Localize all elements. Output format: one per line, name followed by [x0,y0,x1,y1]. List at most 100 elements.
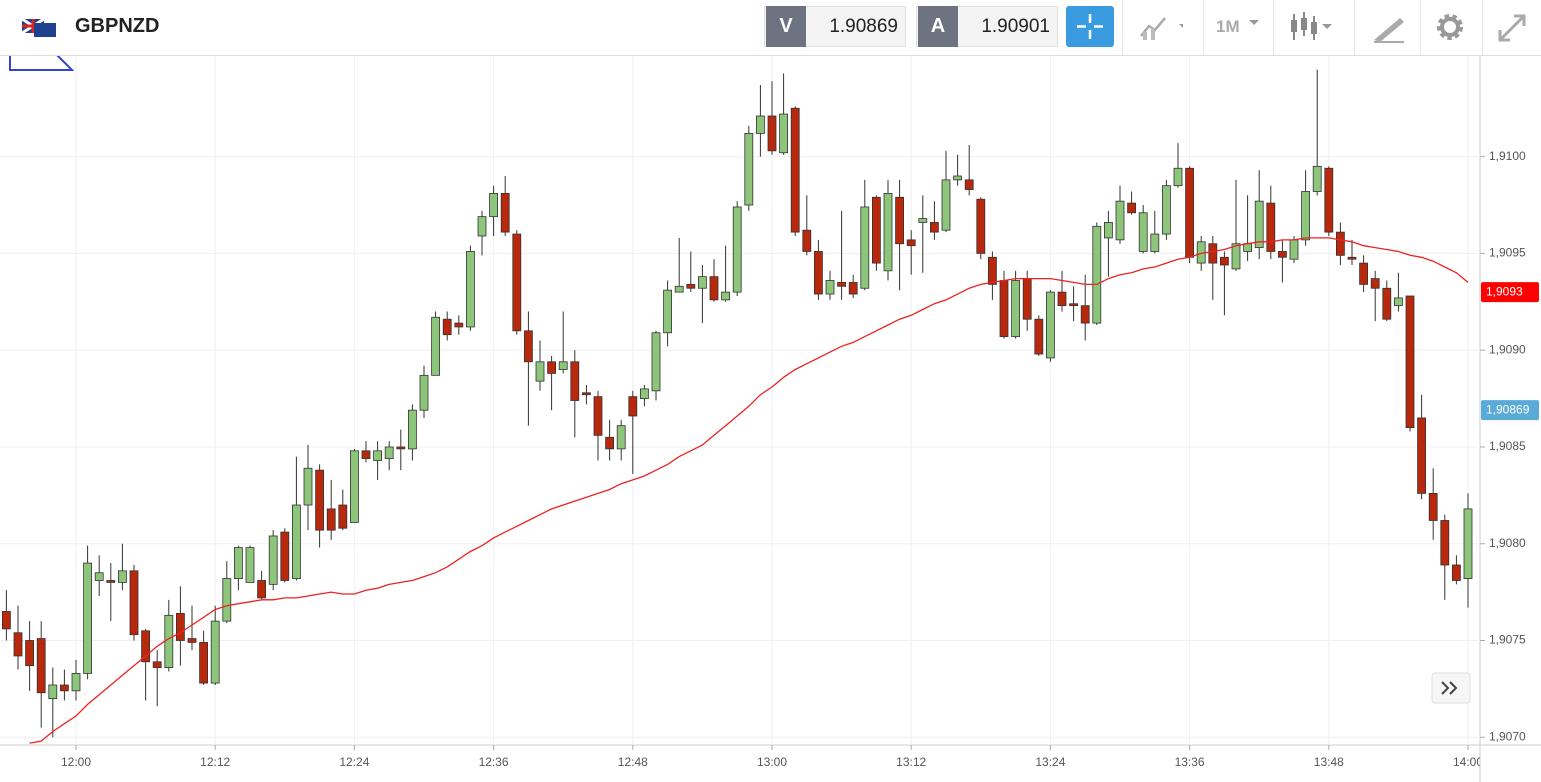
candle-body [349,450,359,523]
candle-body [1394,297,1403,307]
candle-body [1069,303,1078,307]
y-tick-label: 1,9080 [1489,536,1526,550]
candle-body [779,113,788,154]
candle-body [36,638,46,694]
separator [1122,0,1123,55]
symbol: GBPNZD [75,15,160,37]
x-tick-label: 12:24 [339,755,369,769]
candle-body [547,361,556,374]
candle-body [1301,191,1310,241]
candle-body [883,193,893,272]
candle-body [1208,243,1218,264]
candle-body [802,229,812,252]
candle-body [2,611,11,630]
bid-price: 1.90869 [829,16,898,37]
ma-price-tag-label: 1,9093 [1486,284,1523,298]
candle-body [524,330,533,363]
separator [1203,0,1204,55]
last-price-tag [1481,400,1539,421]
candle-body [848,282,858,295]
separator [1482,0,1483,55]
candle-body [1220,256,1229,266]
x-tick-label: 13:48 [1314,755,1344,769]
candle-body [732,206,742,293]
candle-body [303,467,313,506]
dropdown-arrow [1249,20,1259,25]
x-tick-label: 12:12 [200,755,230,769]
candle-body [407,409,417,450]
y-tick-label: 1,9075 [1489,633,1526,647]
ask-label: A [918,6,958,47]
candle-body [118,570,127,583]
scroll-button[interactable] [1431,672,1471,704]
candle-body [1463,508,1473,579]
candle-body [558,361,568,370]
separator [1420,0,1421,55]
candle-body [744,133,754,206]
candle-body [1162,185,1171,235]
candle-body [152,661,162,668]
candle-body [141,630,151,663]
candle-body [988,256,997,285]
candle-body [930,222,939,233]
candle-body [512,233,522,332]
indicator-button[interactable] [1135,6,1183,47]
separator [1273,0,1274,55]
candle-body [338,504,348,529]
chart-type-button[interactable] [1288,6,1336,47]
crosshair-button[interactable] [1066,6,1114,47]
candle-body [164,614,174,668]
candle-body [1057,291,1067,307]
candle-body [1080,305,1090,324]
candle-body [1138,212,1148,252]
candle-body [280,531,290,581]
candle-body [94,572,104,581]
candle-body [1127,202,1136,214]
candle-body [60,684,69,692]
candle-body [837,282,846,287]
grid [0,56,1480,745]
x-tick-label: 13:36 [1175,755,1205,769]
ma-price-tag [1481,282,1539,303]
fullscreen-button[interactable] [1494,6,1541,47]
candle-body [1370,278,1380,289]
candle-body [210,620,220,684]
candle-body [651,332,661,392]
candle-body [500,193,510,233]
last-price-tag-label: 1,90869 [1486,402,1530,416]
candle-body [373,450,383,461]
candle-body [199,642,209,684]
settings-button[interactable] [1432,6,1480,47]
candle-body [268,535,278,585]
x-tick-label: 13:00 [757,755,787,769]
candle-body [860,206,870,289]
candle-body [326,508,336,531]
ask-price: 1.90901 [981,16,1050,37]
candle-body [1046,291,1055,359]
candle-body [686,283,696,289]
bid-label: V [766,6,806,47]
candle-body [1185,167,1194,258]
candle-body [721,291,730,301]
candle-body [1405,295,1415,428]
x-tick-label: 13:12 [896,755,926,769]
timeframe-button[interactable]: 1M [1216,17,1240,36]
candle-body [361,450,371,459]
candle-body [918,218,928,223]
candle-body [814,251,823,295]
candle-body [895,196,904,245]
candle-body [976,198,986,254]
candle-body [906,239,916,247]
candle-body [1440,520,1450,566]
candle-body [396,446,406,450]
candle-body [1243,243,1252,252]
candle-body [1382,287,1392,320]
candle-body [187,638,197,643]
candle-body [790,107,800,233]
candle-body [941,179,951,231]
candle-body [1359,262,1368,285]
candle-body [825,280,835,295]
draw-button[interactable] [1370,6,1418,47]
candle-body [384,446,394,459]
